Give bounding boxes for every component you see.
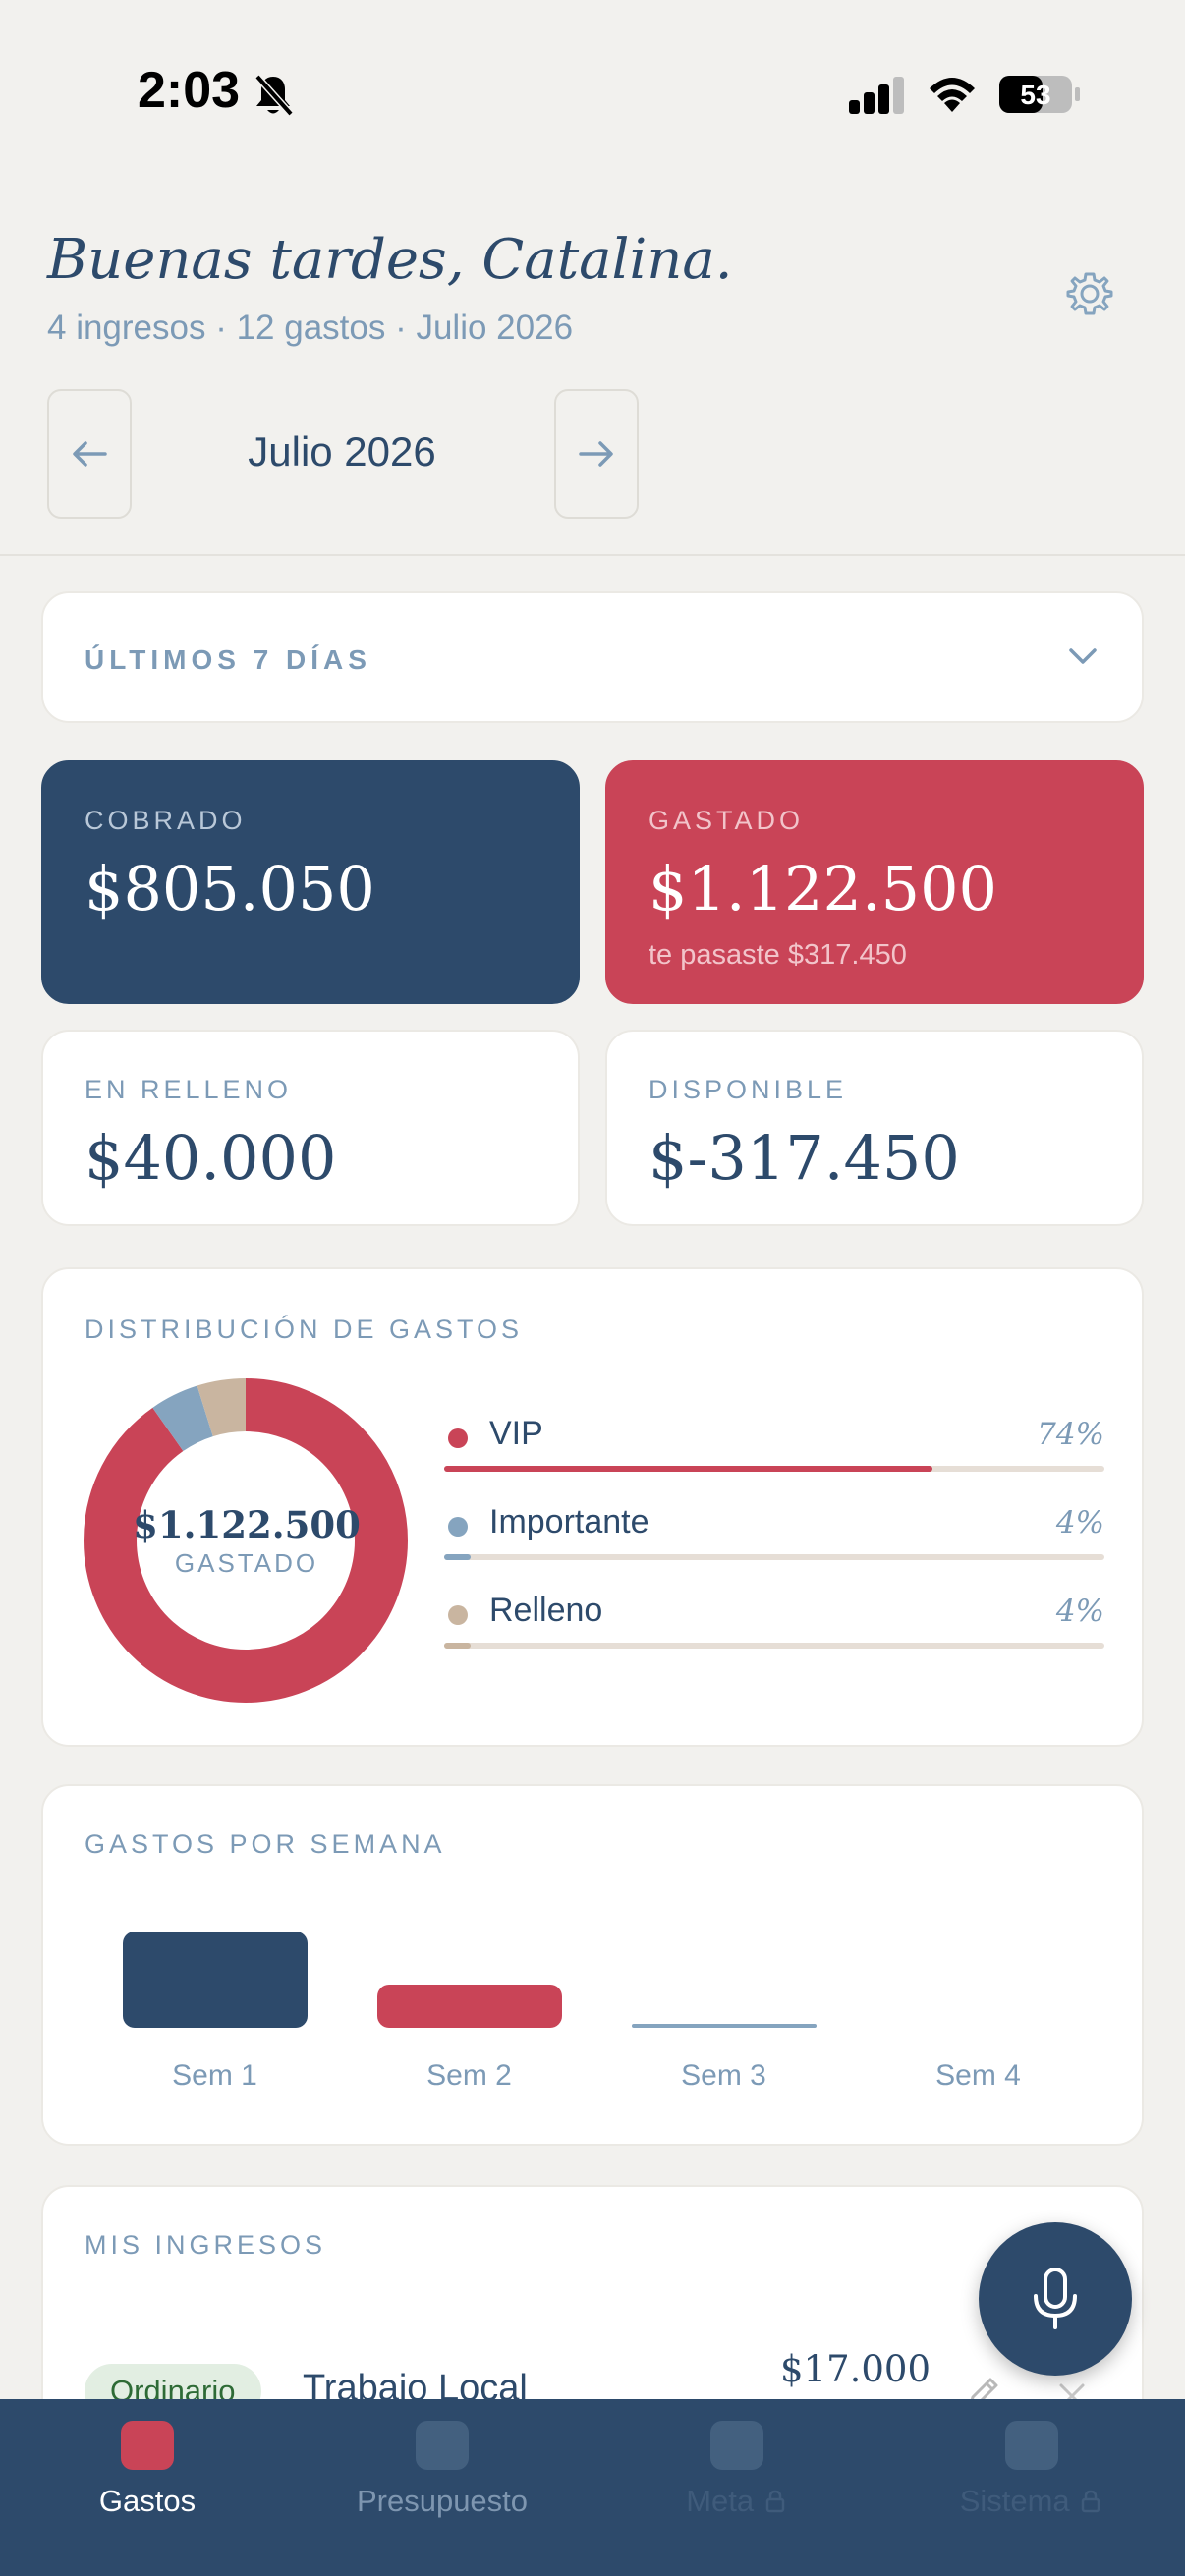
tab-label: Gastos	[98, 2484, 197, 2518]
legend-dot	[448, 1517, 468, 1537]
legend-track	[444, 1643, 1104, 1649]
legend-dot	[448, 1428, 468, 1448]
status-time: 2:03	[138, 62, 241, 119]
meta-tab-icon	[710, 2421, 763, 2470]
period-dropdown[interactable]: ÚLTIMOS 7 DÍAS	[41, 591, 1144, 723]
bell-off-icon	[254, 74, 294, 117]
stat-gastado-note: te pasaste $317.450	[649, 939, 907, 971]
stat-disponible: DISPONIBLE $-317.450	[605, 1030, 1144, 1226]
tab-label: Presupuesto	[356, 2484, 529, 2518]
gastos-tab-icon	[121, 2421, 174, 2470]
signal-icon	[849, 77, 904, 114]
distribution-card: DISTRIBUCIÓN DE GASTOS $1.122.500 GASTAD…	[41, 1267, 1144, 1747]
microphone-icon	[1034, 2268, 1077, 2329]
weekly-chart-title: GASTOS POR SEMANA	[85, 1829, 446, 1859]
legend-item-importante: Importante 4%	[444, 1503, 1104, 1582]
lock-icon	[1082, 2490, 1100, 2513]
arrow-right-icon	[579, 441, 613, 467]
status-bar: 2:03 53	[0, 0, 1185, 147]
voice-input-button[interactable]	[979, 2222, 1132, 2376]
stat-relleno-amount: $40.000	[85, 1122, 337, 1194]
tab-bar: Gastos Presupuesto Meta Sistema	[0, 2399, 1185, 2576]
tab-label: Sistema	[959, 2484, 1070, 2518]
legend-item-vip: VIP 74%	[444, 1415, 1104, 1493]
tab-presupuesto[interactable]: Presupuesto	[295, 2421, 590, 2519]
stat-cobrado-label: COBRADO	[85, 806, 247, 835]
legend-item-relleno: Relleno 4%	[444, 1592, 1104, 1670]
week-label: Sem 1	[172, 2059, 257, 2092]
tab-gastos[interactable]: Gastos	[0, 2421, 295, 2519]
donut-chart	[84, 1378, 408, 1703]
legend-name: VIP	[489, 1415, 543, 1452]
gear-icon[interactable]	[1065, 269, 1114, 318]
legend-pct: 74%	[1037, 1417, 1104, 1452]
lock-icon	[765, 2490, 785, 2513]
stat-disponible-label: DISPONIBLE	[649, 1075, 848, 1104]
arrow-left-icon	[73, 441, 107, 467]
week-bar	[122, 1932, 308, 2028]
income-amount: $17.000	[780, 2348, 931, 2390]
week-label: Sem 4	[935, 2059, 1021, 2092]
donut-total-label: GASTADO	[174, 1548, 319, 1578]
stat-relleno: EN RELLENO $40.000	[41, 1030, 580, 1226]
tab-sistema[interactable]: Sistema	[884, 2421, 1179, 2519]
current-month: Julio 2026	[248, 428, 436, 475]
chevron-down-icon	[1069, 648, 1097, 664]
week-label: Sem 3	[681, 2059, 766, 2092]
stat-relleno-label: EN RELLENO	[85, 1075, 293, 1104]
legend-pct: 4%	[1055, 1594, 1104, 1629]
legend-dot	[448, 1605, 468, 1625]
stat-cobrado-amount: $805.050	[85, 853, 375, 924]
legend-name: Importante	[489, 1503, 649, 1540]
battery-icon: 53	[999, 76, 1080, 113]
stat-gastado: GASTADO $1.122.500 te pasaste $317.450	[605, 760, 1144, 1004]
legend-fill	[444, 1466, 933, 1472]
greeting-title: Buenas tardes, Catalina.	[47, 228, 733, 292]
legend-name: Relleno	[489, 1592, 603, 1629]
weekly-chart-card: GASTOS POR SEMANA Sem 1 Sem 2 Sem 3 Sem 4	[41, 1784, 1144, 2146]
ingresos-title: MIS INGRESOS	[85, 2230, 327, 2260]
week-bar	[631, 2024, 817, 2028]
prev-month-button[interactable]	[47, 389, 132, 519]
header-divider	[0, 554, 1185, 556]
tab-label: Meta	[686, 2484, 755, 2518]
legend-fill	[444, 1554, 471, 1560]
legend-fill	[444, 1643, 471, 1649]
legend-track	[444, 1554, 1104, 1560]
tab-meta[interactable]: Meta	[590, 2421, 884, 2519]
donut-slice-relleno	[84, 1378, 408, 1703]
wifi-icon	[930, 78, 975, 112]
legend-track	[444, 1466, 1104, 1472]
summary-line: 4 ingresos · 12 gastos · Julio 2026	[47, 308, 574, 347]
period-label: ÚLTIMOS 7 DÍAS	[85, 644, 371, 675]
stat-gastado-label: GASTADO	[649, 806, 805, 835]
next-month-button[interactable]	[554, 389, 639, 519]
stat-gastado-amount: $1.122.500	[649, 853, 997, 924]
presupuesto-tab-icon	[416, 2421, 469, 2470]
stat-disponible-amount: $-317.450	[649, 1122, 960, 1194]
donut-total: $1.122.500	[133, 1503, 361, 1546]
week-bar	[376, 1984, 562, 2028]
stat-cobrado: COBRADO $805.050	[41, 760, 580, 1004]
legend-pct: 4%	[1055, 1505, 1104, 1540]
week-label: Sem 2	[426, 2059, 512, 2092]
distribution-title: DISTRIBUCIÓN DE GASTOS	[85, 1315, 524, 1344]
sistema-tab-icon	[1005, 2421, 1058, 2470]
battery-level: 53	[1020, 80, 1050, 110]
